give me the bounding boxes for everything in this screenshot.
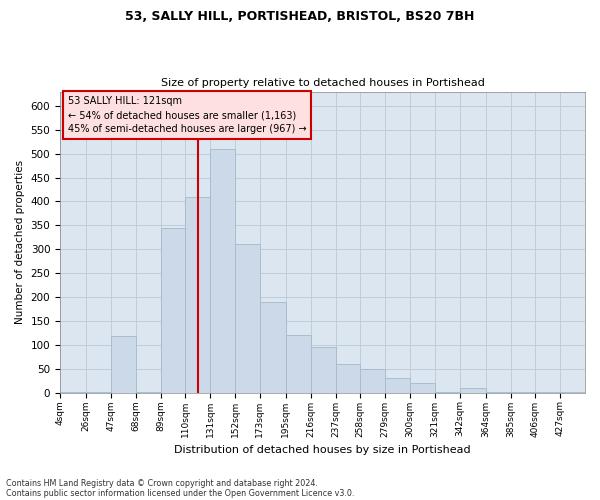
Bar [286, 336, 311, 392]
Bar [235, 244, 260, 392]
Text: Contains HM Land Registry data © Crown copyright and database right 2024.: Contains HM Land Registry data © Crown c… [6, 478, 318, 488]
Bar [361, 369, 385, 392]
Bar [210, 149, 235, 392]
Y-axis label: Number of detached properties: Number of detached properties [15, 160, 25, 324]
Bar [185, 196, 210, 392]
Title: Size of property relative to detached houses in Portishead: Size of property relative to detached ho… [161, 78, 484, 88]
Bar [161, 228, 185, 392]
Bar [410, 383, 435, 392]
Bar [311, 347, 335, 393]
Bar [460, 388, 485, 392]
Bar [335, 364, 361, 392]
Bar [260, 302, 286, 392]
Text: 53 SALLY HILL: 121sqm
← 54% of detached houses are smaller (1,163)
45% of semi-d: 53 SALLY HILL: 121sqm ← 54% of detached … [68, 96, 307, 134]
Text: 53, SALLY HILL, PORTISHEAD, BRISTOL, BS20 7BH: 53, SALLY HILL, PORTISHEAD, BRISTOL, BS2… [125, 10, 475, 23]
X-axis label: Distribution of detached houses by size in Portishead: Distribution of detached houses by size … [174, 445, 471, 455]
Bar [111, 336, 136, 392]
Bar [385, 378, 410, 392]
Text: Contains public sector information licensed under the Open Government Licence v3: Contains public sector information licen… [6, 488, 355, 498]
